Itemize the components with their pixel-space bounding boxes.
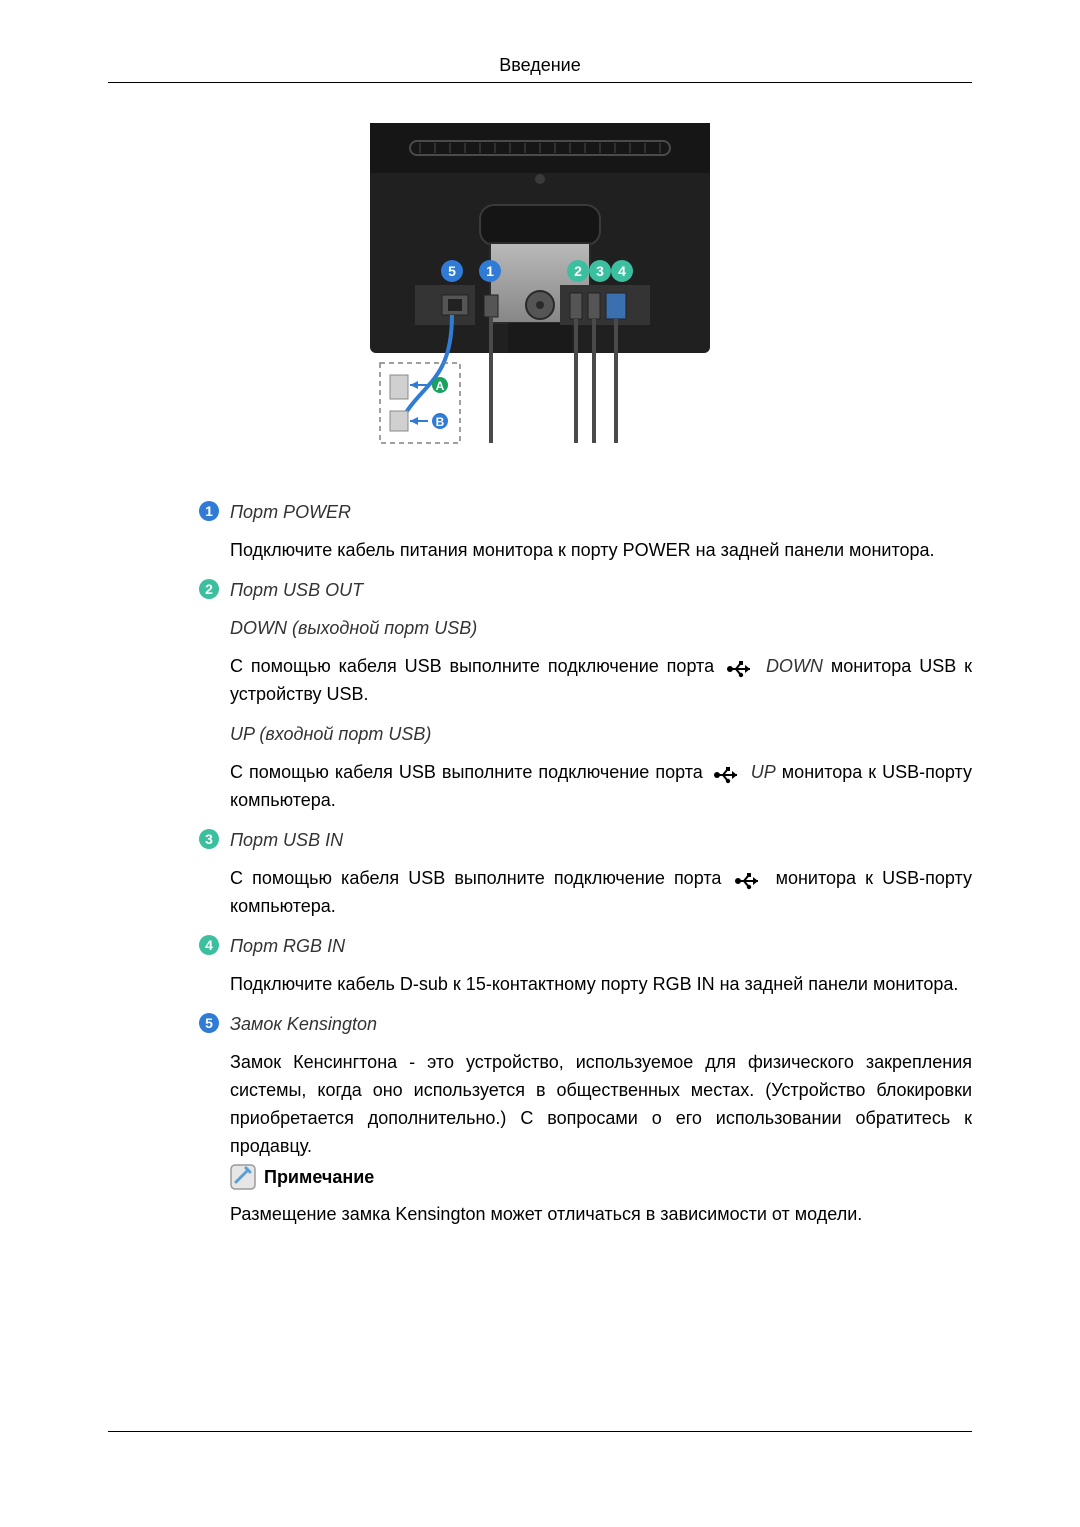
- content-list: 1 Порт POWER Подключите кабель питания м…: [198, 498, 972, 1228]
- header-rule: [108, 82, 972, 83]
- item-title: Замок Kensington: [230, 1010, 377, 1038]
- svg-text:B: B: [436, 415, 445, 429]
- body-text: С помощью кабеля USB выполните подключен…: [230, 868, 730, 888]
- item-title: Порт POWER: [230, 498, 351, 526]
- badge-1-icon: 1: [198, 500, 220, 522]
- item-body: Размещение замка Kensington может отлича…: [230, 1200, 972, 1228]
- callout-5: 5: [448, 263, 456, 279]
- body-text: С помощью кабеля USB выполните подключен…: [230, 656, 722, 676]
- body-tail-italic: DOWN: [766, 656, 823, 676]
- item-body: Подключите кабель D-sub к 15-контактному…: [230, 970, 972, 998]
- badge-5-icon: 5: [198, 1012, 220, 1034]
- usb-icon: [713, 764, 741, 782]
- page: Введение: [0, 0, 1080, 1527]
- list-item: 2 Порт USB OUT: [198, 576, 972, 604]
- note-icon: [230, 1164, 256, 1190]
- item-subtitle: UP (входной порт USB): [230, 720, 972, 748]
- body-text: С помощью кабеля USB выполните подключен…: [230, 762, 709, 782]
- badge-4-icon: 4: [198, 934, 220, 956]
- callout-4: 4: [618, 263, 626, 279]
- item-title: Порт USB OUT: [230, 576, 363, 604]
- usb-icon: [726, 658, 754, 676]
- body-tail-italic: UP: [751, 762, 776, 782]
- page-title: Введение: [108, 55, 972, 76]
- usb-icon: [734, 870, 762, 888]
- callout-1: 1: [486, 263, 494, 279]
- badge-2-icon: 2: [198, 578, 220, 600]
- item-body: С помощью кабеля USB выполните подключен…: [230, 758, 972, 814]
- callout-2: 2: [574, 263, 582, 279]
- item-subtitle: DOWN (выходной порт USB): [230, 614, 972, 642]
- list-item: 5 Замок Kensington: [198, 1010, 972, 1038]
- footer-rule: [108, 1431, 972, 1432]
- svg-text:A: A: [436, 379, 445, 393]
- list-item: 1 Порт POWER: [198, 498, 972, 526]
- list-item: 4 Порт RGB IN: [198, 932, 972, 960]
- svg-text:3: 3: [205, 831, 213, 847]
- item-body: Подключите кабель питания монитора к пор…: [230, 536, 972, 564]
- note-row: Примечание: [230, 1164, 972, 1190]
- item-body: С помощью кабеля USB выполните подключен…: [230, 864, 972, 920]
- figure-container: 5 1 2 3 4 A: [108, 123, 972, 468]
- item-body: С помощью кабеля USB выполните подключен…: [230, 652, 972, 708]
- callout-3: 3: [596, 263, 604, 279]
- note-label: Примечание: [264, 1167, 374, 1188]
- item-title: Порт RGB IN: [230, 932, 345, 960]
- badge-3-icon: 3: [198, 828, 220, 850]
- monitor-figure: 5 1 2 3 4 A: [360, 123, 720, 468]
- svg-text:1: 1: [205, 503, 213, 519]
- list-item: 3 Порт USB IN: [198, 826, 972, 854]
- svg-text:2: 2: [205, 581, 213, 597]
- svg-text:5: 5: [205, 1015, 213, 1031]
- item-body: Замок Кенсингтона - это устройство, испо…: [230, 1048, 972, 1160]
- svg-text:4: 4: [205, 937, 213, 953]
- item-title: Порт USB IN: [230, 826, 343, 854]
